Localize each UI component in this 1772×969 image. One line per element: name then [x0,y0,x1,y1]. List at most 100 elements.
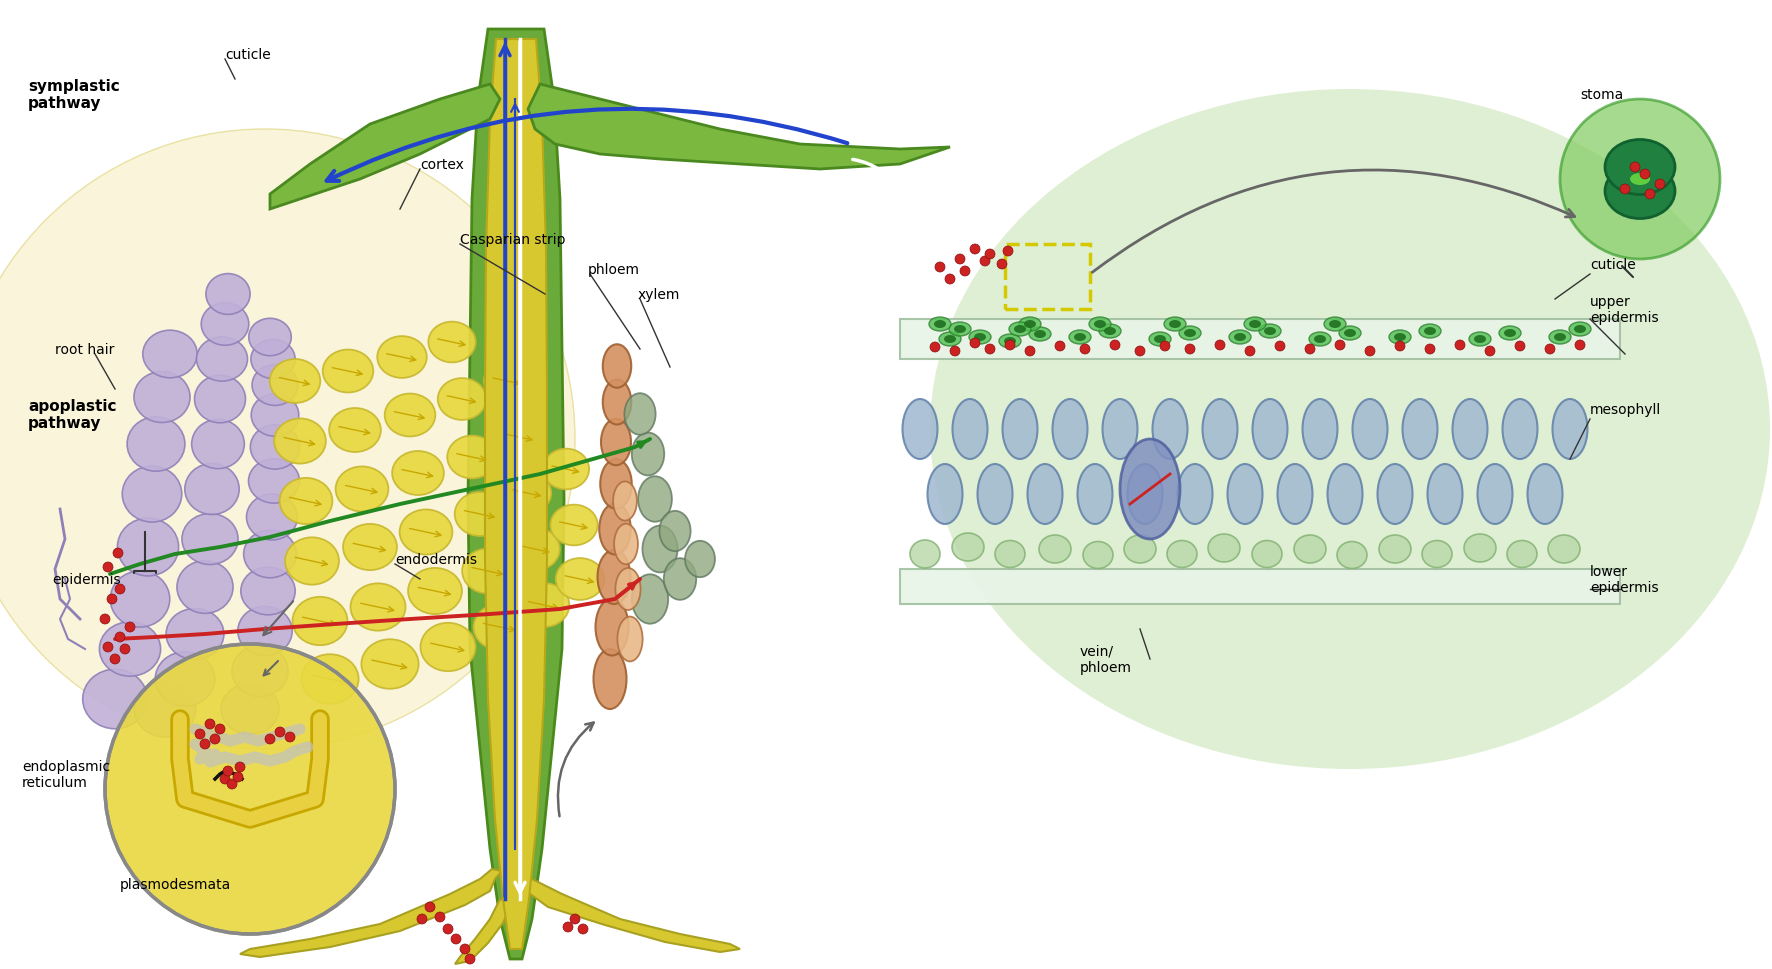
Ellipse shape [638,477,672,522]
Circle shape [563,922,572,932]
Ellipse shape [1069,330,1092,345]
Ellipse shape [1419,325,1441,338]
Circle shape [1079,345,1090,355]
Ellipse shape [280,479,333,524]
Ellipse shape [1425,328,1435,335]
Circle shape [1216,341,1224,351]
Ellipse shape [1102,399,1138,459]
Ellipse shape [1506,541,1536,568]
Circle shape [266,735,275,744]
Ellipse shape [1552,399,1588,459]
Circle shape [936,263,944,272]
Ellipse shape [1099,325,1122,338]
Ellipse shape [1343,329,1356,337]
Circle shape [232,772,243,782]
Ellipse shape [128,418,184,472]
Ellipse shape [252,340,296,379]
Ellipse shape [1324,318,1347,331]
Circle shape [443,924,454,934]
Ellipse shape [939,332,960,347]
Circle shape [1630,163,1641,172]
Circle shape [106,594,117,605]
Circle shape [126,622,135,633]
Text: stoma: stoma [1581,88,1623,102]
Ellipse shape [1605,165,1675,219]
Circle shape [985,250,996,260]
Ellipse shape [335,467,388,512]
Ellipse shape [1104,328,1116,335]
Circle shape [211,735,220,744]
Ellipse shape [633,575,668,624]
Text: endodermis: endodermis [395,552,477,567]
Ellipse shape [1178,464,1212,524]
Circle shape [1364,347,1375,357]
Ellipse shape [1464,535,1496,562]
Ellipse shape [408,568,462,614]
Circle shape [200,739,211,749]
Ellipse shape [1549,536,1581,563]
Circle shape [115,633,126,642]
Ellipse shape [99,622,161,676]
Polygon shape [455,899,512,964]
Ellipse shape [599,504,631,555]
Ellipse shape [643,526,677,573]
Ellipse shape [1008,323,1031,336]
Circle shape [1054,342,1065,352]
Ellipse shape [252,394,299,437]
Ellipse shape [292,597,347,645]
Ellipse shape [351,583,406,631]
Circle shape [969,338,980,349]
Ellipse shape [944,335,957,344]
Circle shape [1334,341,1345,351]
Ellipse shape [447,436,496,479]
Ellipse shape [615,524,638,565]
Ellipse shape [595,599,629,656]
Ellipse shape [633,433,664,476]
Circle shape [1644,190,1655,200]
Circle shape [578,924,588,934]
Ellipse shape [237,607,292,656]
Ellipse shape [392,452,443,495]
Ellipse shape [1253,541,1281,568]
Ellipse shape [1127,464,1162,524]
Circle shape [0,130,574,749]
Ellipse shape [1469,332,1490,347]
Ellipse shape [122,466,183,522]
Ellipse shape [438,379,486,421]
Ellipse shape [930,90,1770,769]
Ellipse shape [117,518,179,577]
Ellipse shape [519,583,569,627]
Ellipse shape [1090,318,1111,331]
Ellipse shape [1474,335,1487,344]
Ellipse shape [275,419,326,464]
Polygon shape [519,869,741,952]
Ellipse shape [243,531,296,578]
Ellipse shape [248,459,299,504]
Circle shape [1024,347,1035,357]
Ellipse shape [1024,321,1037,328]
Ellipse shape [222,684,278,735]
Ellipse shape [1352,399,1387,459]
Text: endoplasmic
reticulum: endoplasmic reticulum [21,759,110,790]
Ellipse shape [191,420,245,469]
Circle shape [214,724,225,735]
Ellipse shape [1310,332,1331,347]
Ellipse shape [1278,464,1313,524]
Circle shape [1003,247,1014,257]
Ellipse shape [1327,464,1363,524]
Circle shape [236,763,245,772]
Circle shape [220,774,230,784]
Text: apoplastic
pathway: apoplastic pathway [28,398,117,431]
Circle shape [223,766,232,776]
Ellipse shape [934,321,946,328]
Ellipse shape [1428,464,1462,524]
Ellipse shape [1421,541,1451,568]
Bar [900,320,1620,359]
Ellipse shape [301,655,358,704]
Ellipse shape [144,330,197,379]
Ellipse shape [1263,328,1276,335]
Ellipse shape [659,512,691,551]
Circle shape [960,266,969,277]
Ellipse shape [177,561,234,613]
Circle shape [1395,342,1405,352]
